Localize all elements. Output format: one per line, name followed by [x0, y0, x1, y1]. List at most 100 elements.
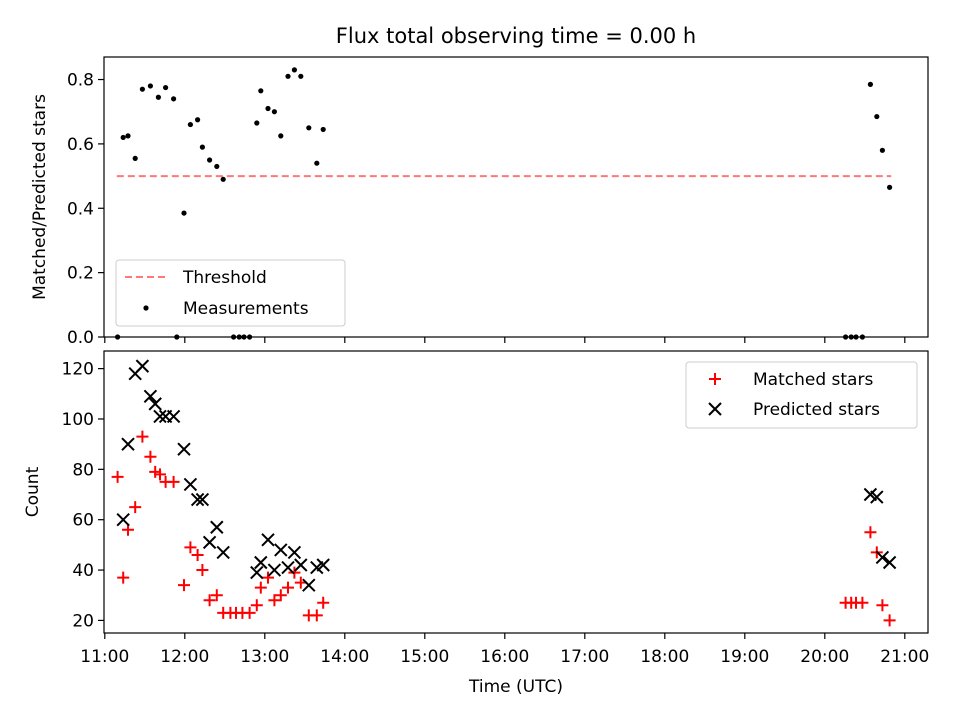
x-axis-label: Time (UTC)	[468, 677, 563, 697]
predicted-star-marker	[121, 437, 135, 451]
predicted-star-marker	[261, 533, 275, 547]
matched-star-marker	[883, 614, 896, 627]
legend-predicted-stars-label: Predicted stars	[753, 400, 880, 420]
top-x-ticks	[104, 337, 906, 343]
x-tick-label: 13:00	[240, 647, 289, 667]
top-title: Flux total observing time = 0.00 h	[336, 24, 696, 48]
matched-star-marker	[210, 589, 223, 602]
x-tick-label: 18:00	[640, 647, 689, 667]
predicted-star-marker	[153, 409, 167, 424]
predicted-star-marker	[267, 563, 282, 577]
x-tick-label: 16:00	[480, 647, 529, 667]
measurement-point	[195, 117, 201, 123]
matched-star-marker	[144, 450, 157, 463]
predicted-star-marker	[116, 512, 130, 527]
predicted-star-marker	[302, 578, 316, 592]
measurement-point	[265, 105, 271, 112]
predicted-star-marker	[294, 558, 308, 572]
bottom-y-tick-label: 60	[72, 511, 94, 531]
predicted-star-marker	[870, 490, 884, 504]
x-tick-label: 15:00	[400, 647, 449, 667]
measurement-point	[867, 81, 874, 87]
bottom-y-tick-label: 120	[62, 360, 94, 380]
matched-star-marker	[184, 541, 197, 554]
bottom-legend: Matched stars Predicted stars	[685, 361, 918, 429]
measurement-point	[120, 134, 126, 141]
measurement-point	[132, 155, 138, 161]
measurement-point	[163, 84, 169, 91]
measurement-point	[207, 157, 213, 163]
measurement-point	[887, 184, 893, 190]
bottom-y-tick-label: 20	[72, 611, 94, 631]
measurement-point	[271, 109, 277, 115]
matched-star-marker	[268, 594, 281, 607]
top-y-ticks: 0.0 0.2 0.4 0.6 0.8	[67, 71, 104, 348]
measurement-point	[291, 67, 297, 73]
x-tick-label: 17:00	[560, 647, 609, 667]
measurement-point	[278, 133, 284, 139]
matched-star-marker	[294, 576, 307, 589]
predicted-star-marker	[190, 492, 205, 507]
predicted-star-marker	[135, 359, 150, 373]
measurement-point	[214, 163, 220, 170]
measurement-point	[298, 73, 304, 79]
predicted-star-marker	[195, 492, 210, 507]
bottom-y-ticks: 20 40 60 80 100 120	[62, 360, 104, 631]
matched-star-marker	[167, 475, 180, 488]
matched-star-marker	[203, 594, 216, 607]
top-y-tick-label: 0.4	[67, 199, 94, 219]
measurement-point	[320, 126, 326, 133]
x-tick-label: 21:00	[880, 647, 929, 667]
bottom-x-ticks: 11:00 12:00 13:00 14:00 15:00 16:00 17:00 18:00…	[80, 633, 929, 667]
matched-star-marker	[254, 581, 267, 594]
x-tick-label: 11:00	[80, 647, 129, 667]
measurement-point	[147, 83, 153, 89]
x-tick-label: 19:00	[720, 647, 769, 667]
predicted-star-marker	[281, 560, 295, 575]
matched-star-marker	[117, 571, 130, 584]
matched-star-marker	[856, 596, 869, 609]
top-y-axis-label: Matched/Predicted stars	[30, 94, 50, 300]
predicted-star-marker	[202, 535, 217, 550]
predicted-star-marker	[148, 397, 162, 411]
matched-star-marker	[262, 571, 274, 584]
matched-star-marker	[876, 599, 889, 612]
top-axes-frame	[103, 56, 929, 338]
matched-star-marker	[282, 581, 294, 594]
legend-x-marker-icon	[708, 402, 722, 416]
predicted-star-marker	[250, 565, 264, 580]
predicted-star-marker	[254, 555, 268, 570]
matched-star-marker	[317, 596, 330, 609]
predicted-star-marker	[274, 543, 288, 557]
legend-matched-stars-label: Matched stars	[753, 370, 873, 390]
matched-star-marker	[178, 579, 190, 592]
top-y-tick-label: 0.8	[67, 71, 94, 91]
measurement-point	[139, 86, 145, 92]
predicted-star-marker	[882, 555, 897, 570]
x-tick-label: 14:00	[320, 647, 369, 667]
legend-measurement-dot-icon	[143, 305, 149, 311]
measurement-point	[181, 210, 187, 216]
bottom-axes: Count Time (UTC) 20 40 60 80 100 120 11:00 12:…	[23, 350, 929, 697]
matched-star-marker	[864, 526, 877, 539]
measurement-point	[306, 125, 312, 131]
top-y-tick-label: 0.0	[67, 328, 94, 348]
bottom-y-tick-label: 80	[72, 460, 94, 480]
bottom-axes-frame	[103, 350, 929, 634]
top-y-tick-label: 0.2	[67, 264, 94, 284]
matched-star-marker	[250, 599, 263, 612]
measurement-point	[187, 121, 193, 128]
predicted-star-marker	[177, 442, 191, 456]
measurement-point	[220, 176, 226, 182]
measurement-point	[258, 88, 264, 94]
predicted-star-marker	[216, 545, 230, 560]
predicted-star-marker	[316, 558, 330, 572]
measurement-point	[879, 147, 886, 153]
legend-plus-marker-icon	[709, 373, 721, 385]
top-plot-area	[115, 67, 893, 340]
matched-star-marker	[274, 589, 287, 602]
matched-star-marker	[191, 548, 204, 561]
matched-star-marker	[196, 564, 209, 577]
matched-star-marker	[129, 501, 142, 514]
matched-star-marker	[136, 430, 149, 443]
